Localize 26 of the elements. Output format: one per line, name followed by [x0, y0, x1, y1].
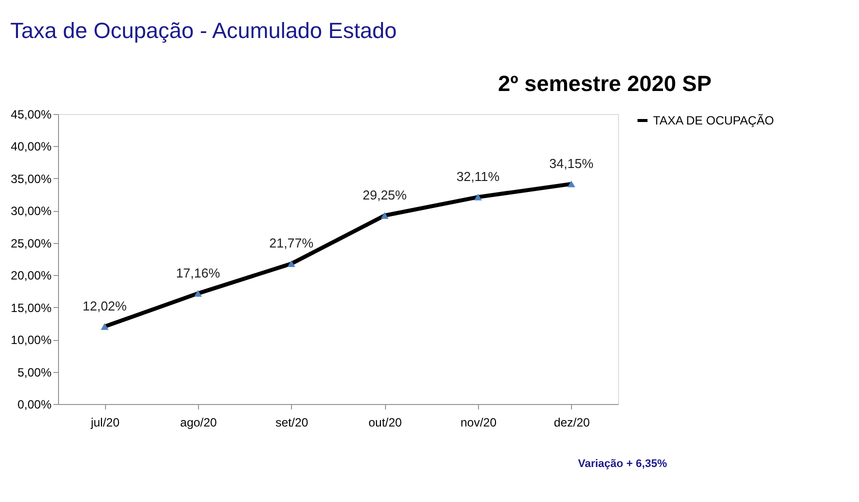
y-tick-label: 25,00%: [10, 236, 52, 250]
x-tick-label: set/20: [275, 416, 308, 430]
chart-title: Taxa de Ocupação - Acumulado Estado: [10, 18, 397, 43]
y-tick-label: 20,00%: [10, 268, 52, 283]
text: 2º semestre 2020 SP: [498, 71, 712, 96]
data-label: 17,16%: [176, 265, 220, 280]
y-tick-label: 0,00%: [17, 398, 52, 412]
data-label: 12,02%: [82, 298, 128, 314]
legend-label: TAXA DE OCUPAÇÃO: [653, 114, 774, 128]
data-label: 29,25%: [362, 188, 408, 202]
data-label: 34,15%: [549, 156, 594, 171]
data-label: 21,77%: [269, 236, 314, 251]
y-tick-label: 10,00%: [10, 333, 52, 348]
y-tick-label: 45,00%: [10, 108, 52, 122]
x-tick-label: nov/20: [460, 416, 497, 430]
x-tick-label: dez/20: [554, 416, 590, 430]
y-tick-label: 15,00%: [10, 300, 52, 315]
y-tick-label: 40,00%: [10, 140, 52, 154]
y-tick-label: 35,00%: [10, 172, 52, 186]
x-tick-label: jul/20: [90, 416, 120, 430]
x-tick-label: ago/20: [180, 416, 218, 430]
x-tick-label: out/20: [368, 416, 402, 430]
y-tick-label: 30,00%: [10, 204, 52, 218]
data-label: 32,11%: [456, 169, 500, 184]
text: Variação + 6,35%: [578, 458, 668, 470]
y-tick-label: 5,00%: [17, 365, 52, 380]
